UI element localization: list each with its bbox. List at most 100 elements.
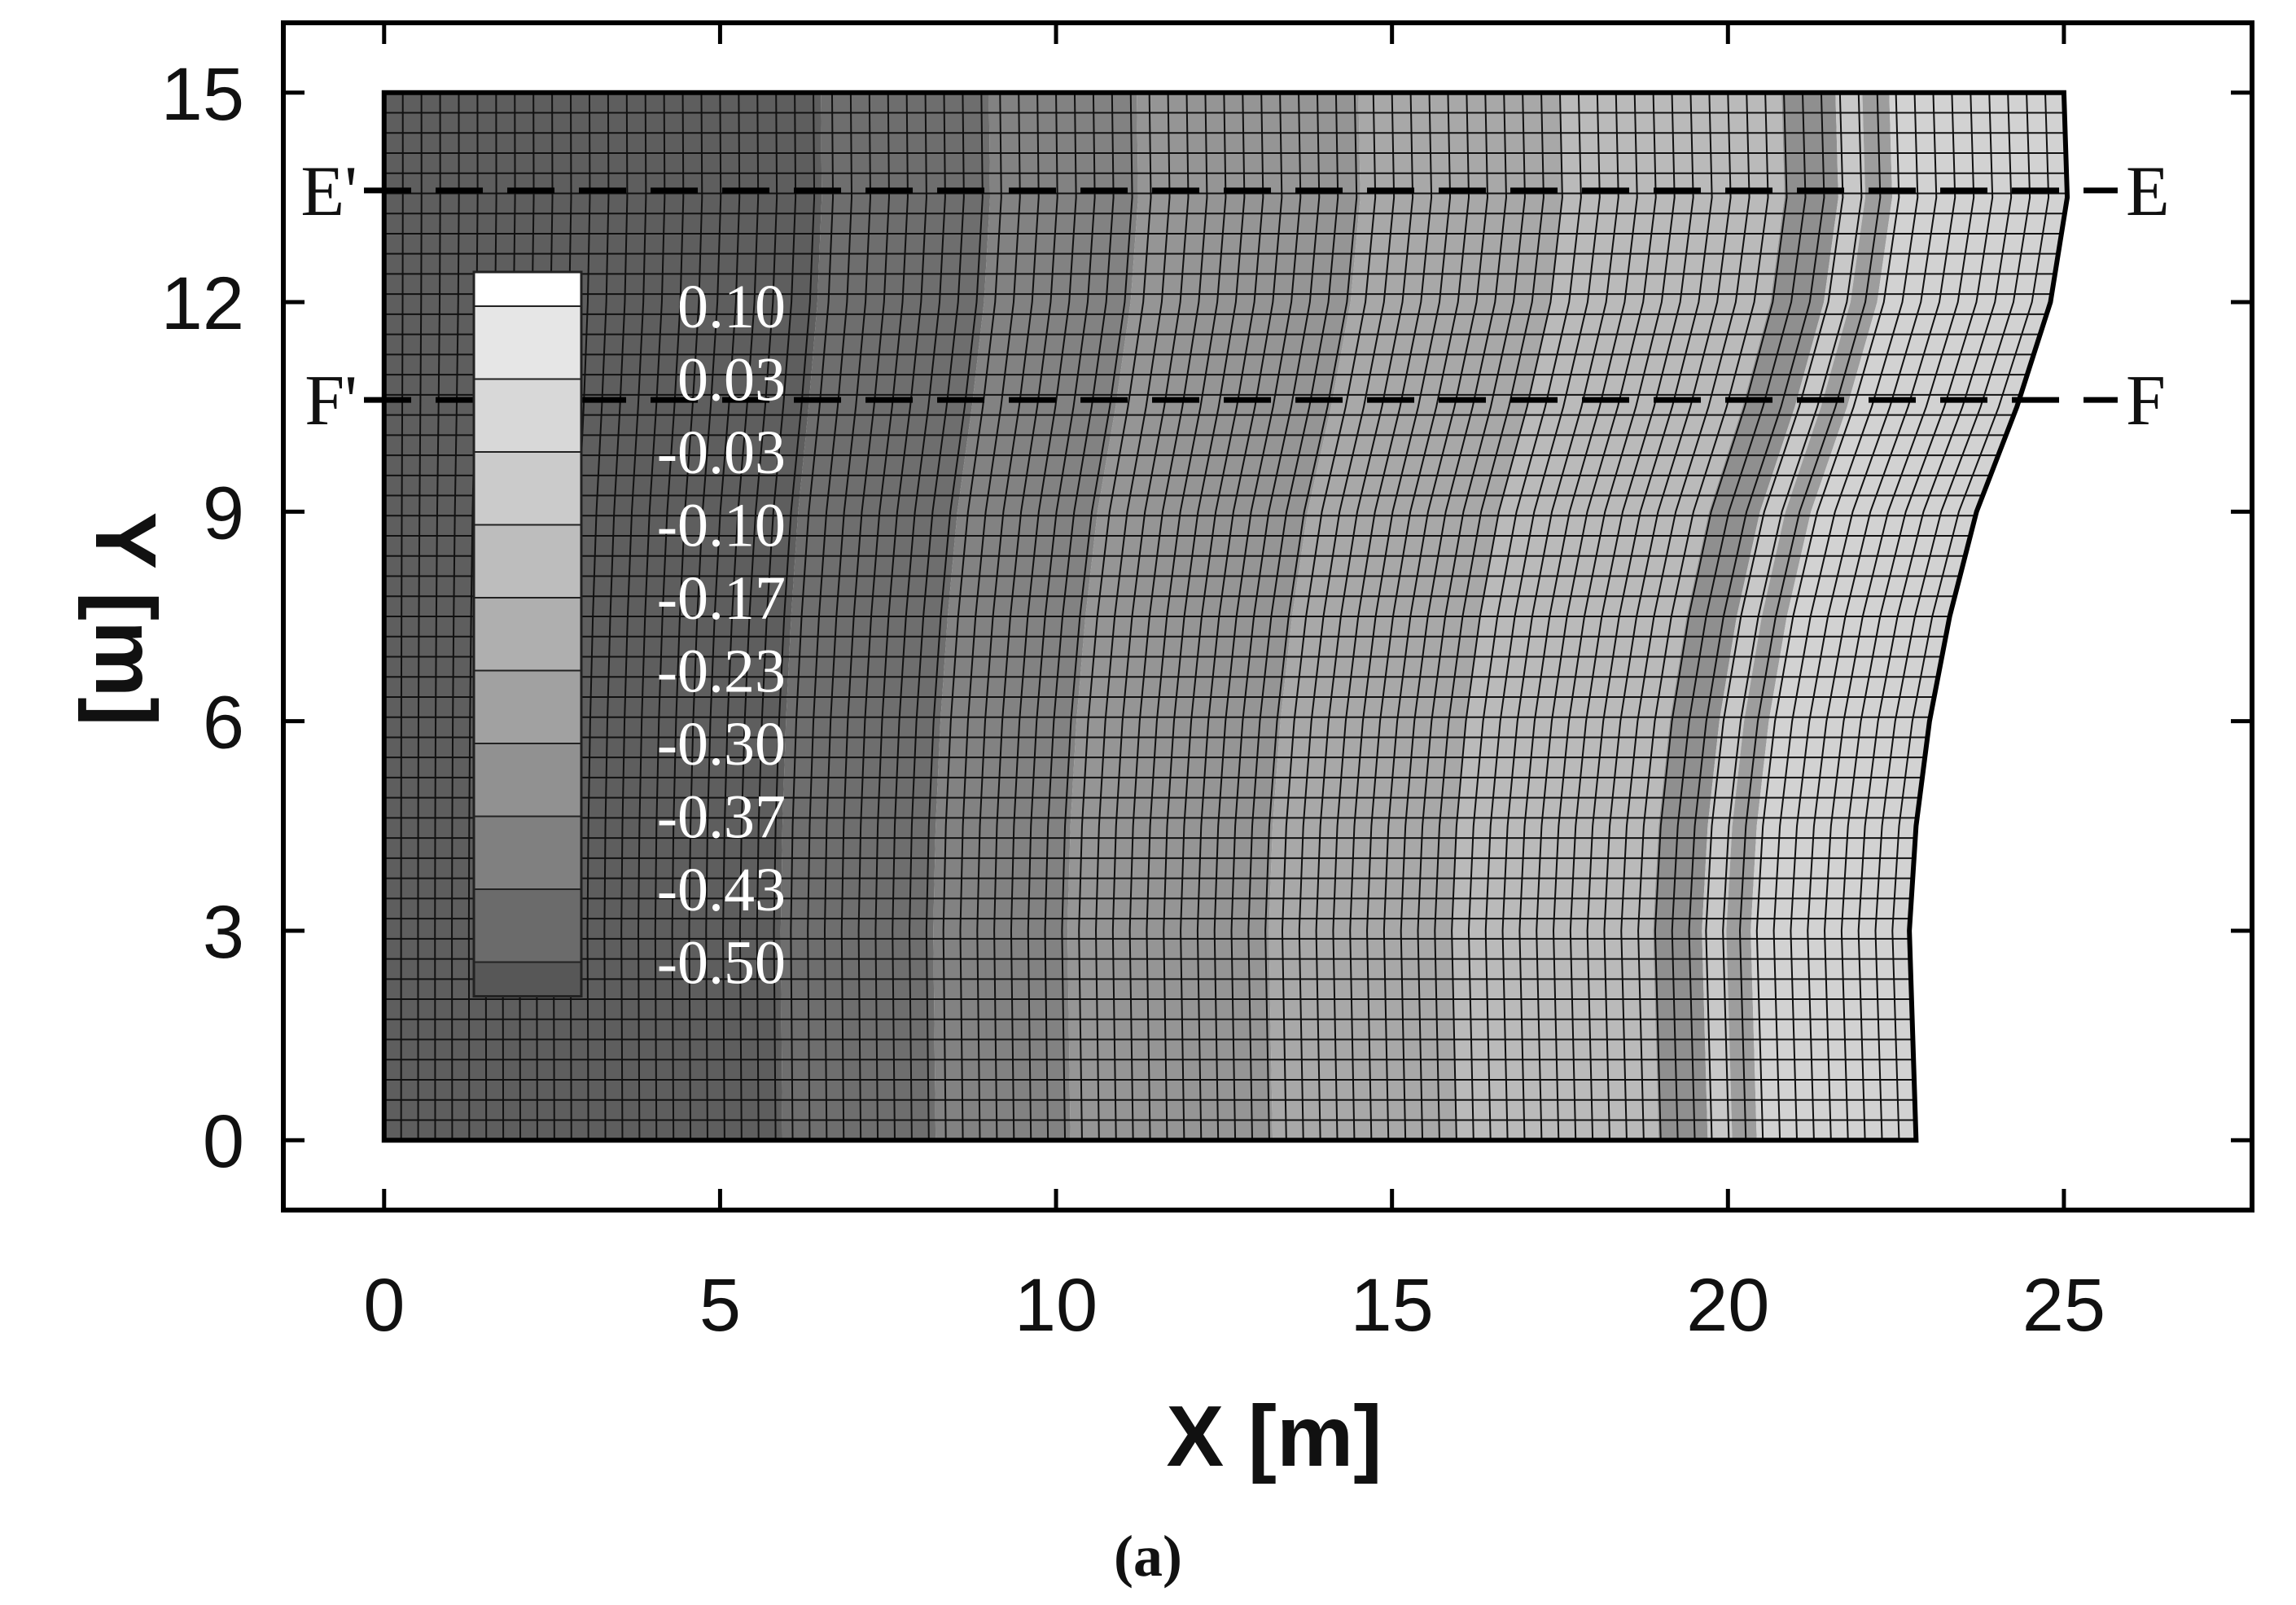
mesh-column-line — [1620, 92, 1750, 1141]
mesh-column-line — [909, 92, 965, 1141]
mesh-column-line — [638, 92, 666, 1141]
x-tick-label: 15 — [1351, 1264, 1434, 1347]
colorbar-tick-label: -0.23 — [657, 638, 786, 706]
colorbar-swatch — [473, 743, 582, 818]
mesh-column-line — [654, 92, 685, 1141]
mesh-column-line — [400, 92, 404, 1141]
mesh-column-line — [959, 92, 1021, 1141]
y-tick-label: 12 — [161, 262, 244, 345]
mesh-column-line — [1722, 92, 1863, 1141]
mesh-column-line — [722, 92, 760, 1141]
mesh-column-line — [1180, 92, 1264, 1141]
mesh-column-line — [1536, 92, 1657, 1141]
mesh-column-line — [823, 92, 871, 1141]
mesh-grid — [383, 92, 2068, 1141]
mesh-column-line — [1095, 92, 1171, 1141]
mesh-column-line — [1230, 92, 1321, 1141]
mesh-column-line — [671, 92, 703, 1141]
mesh-column-line — [1671, 92, 1807, 1141]
mesh-column-line — [1366, 92, 1470, 1141]
colorbar-frame — [472, 270, 583, 998]
mesh-column-line — [1654, 92, 1788, 1141]
mesh-column-line — [756, 92, 797, 1141]
mesh-column-line — [603, 92, 629, 1141]
mesh-column-line — [1163, 92, 1246, 1141]
mesh-column-line — [1027, 92, 1096, 1141]
y-tick-label: 6 — [203, 682, 244, 765]
colorbar-swatch — [473, 815, 582, 890]
colorbar-tick-label: -0.50 — [657, 929, 786, 998]
mesh-column-line — [840, 92, 890, 1141]
mesh-column-line — [1417, 92, 1526, 1141]
colorbar-swatch — [473, 451, 582, 526]
mesh-column-line — [1637, 92, 1769, 1141]
mesh-column-line — [773, 92, 816, 1141]
colorbar-swatch — [473, 669, 582, 744]
colorbar-swatch — [473, 597, 582, 672]
colorbar-tick-label: -0.43 — [657, 856, 786, 924]
mesh-column-line — [1078, 92, 1152, 1141]
section-lines: E' E F' F — [300, 152, 2169, 441]
colorbar-swatch — [473, 961, 582, 998]
x-axis-label: X [m] — [1167, 1388, 1382, 1484]
mesh-column-line — [620, 92, 647, 1141]
mesh-column-line — [451, 92, 460, 1141]
y-tick-label: 15 — [161, 53, 244, 136]
y-axis-label: Y [m] — [77, 511, 173, 726]
mesh-column-line — [434, 92, 441, 1141]
mesh-column-line — [586, 92, 610, 1141]
mesh-column-line — [1467, 92, 1582, 1141]
mesh-column-line — [874, 92, 927, 1141]
colorbar-swatch — [473, 888, 582, 963]
mesh-column-line — [1298, 92, 1396, 1141]
mesh-column-line — [1807, 92, 1956, 1141]
mesh-column-line — [1688, 92, 1825, 1141]
x-tick-label: 25 — [2022, 1264, 2105, 1347]
mesh-column-line — [1332, 92, 1433, 1141]
mesh-column-line — [1586, 92, 1713, 1141]
mesh-column-line — [1196, 92, 1283, 1141]
colorbar-swatch — [473, 271, 582, 307]
colorbar-swatch — [473, 378, 582, 453]
mesh-column-line — [925, 92, 984, 1141]
colorbar-tick-label: -0.17 — [657, 564, 786, 633]
plot-frame — [281, 20, 2254, 1213]
mesh-column-line — [1790, 92, 1938, 1141]
colorbar: 0.100.03-0.03-0.10-0.17-0.23-0.30-0.37-0… — [472, 270, 786, 998]
colorbar-tick-label: -0.03 — [657, 419, 786, 487]
mesh-column-line — [790, 92, 835, 1141]
colorbar-tick-label: -0.10 — [657, 492, 786, 560]
section-label-left: E' — [300, 152, 357, 231]
mesh-column-line — [1264, 92, 1358, 1141]
mesh-column-line — [417, 92, 423, 1141]
mesh-column-line — [1434, 92, 1545, 1141]
mesh-column-line — [1247, 92, 1339, 1141]
mesh-column-line — [1281, 92, 1377, 1141]
mesh-column-line — [976, 92, 1040, 1141]
figure-caption: (a) — [1114, 1524, 1182, 1589]
mesh-column-line — [1755, 92, 1900, 1141]
axes: 0 5 10 15 20 25 0 3 6 9 12 15 — [161, 20, 2254, 1347]
mesh-column-line — [1044, 92, 1115, 1141]
colorbar-tick-label: 0.10 — [677, 273, 786, 341]
mesh-column-line — [467, 92, 479, 1141]
mesh-column-line — [1010, 92, 1077, 1141]
mesh-column-line — [1128, 92, 1208, 1141]
mesh-column-line — [688, 92, 722, 1141]
mesh-column-line — [1840, 92, 1994, 1141]
mesh-column-line — [1857, 92, 2013, 1141]
mesh-column-line — [1111, 92, 1190, 1141]
section-label-right: F — [2126, 362, 2166, 441]
colorbar-tick-label: -0.30 — [657, 710, 786, 778]
mesh-outline — [381, 90, 2070, 1143]
mesh-column-line — [1061, 92, 1133, 1141]
mesh-column-line — [738, 92, 778, 1141]
mesh-column-line — [1569, 92, 1694, 1141]
mesh-column-line — [1213, 92, 1302, 1141]
mesh-column-line — [993, 92, 1058, 1141]
mesh-column-line — [1501, 92, 1619, 1141]
colorbar-tick-label: -0.37 — [657, 783, 786, 852]
mesh-column-line — [1738, 92, 1882, 1141]
